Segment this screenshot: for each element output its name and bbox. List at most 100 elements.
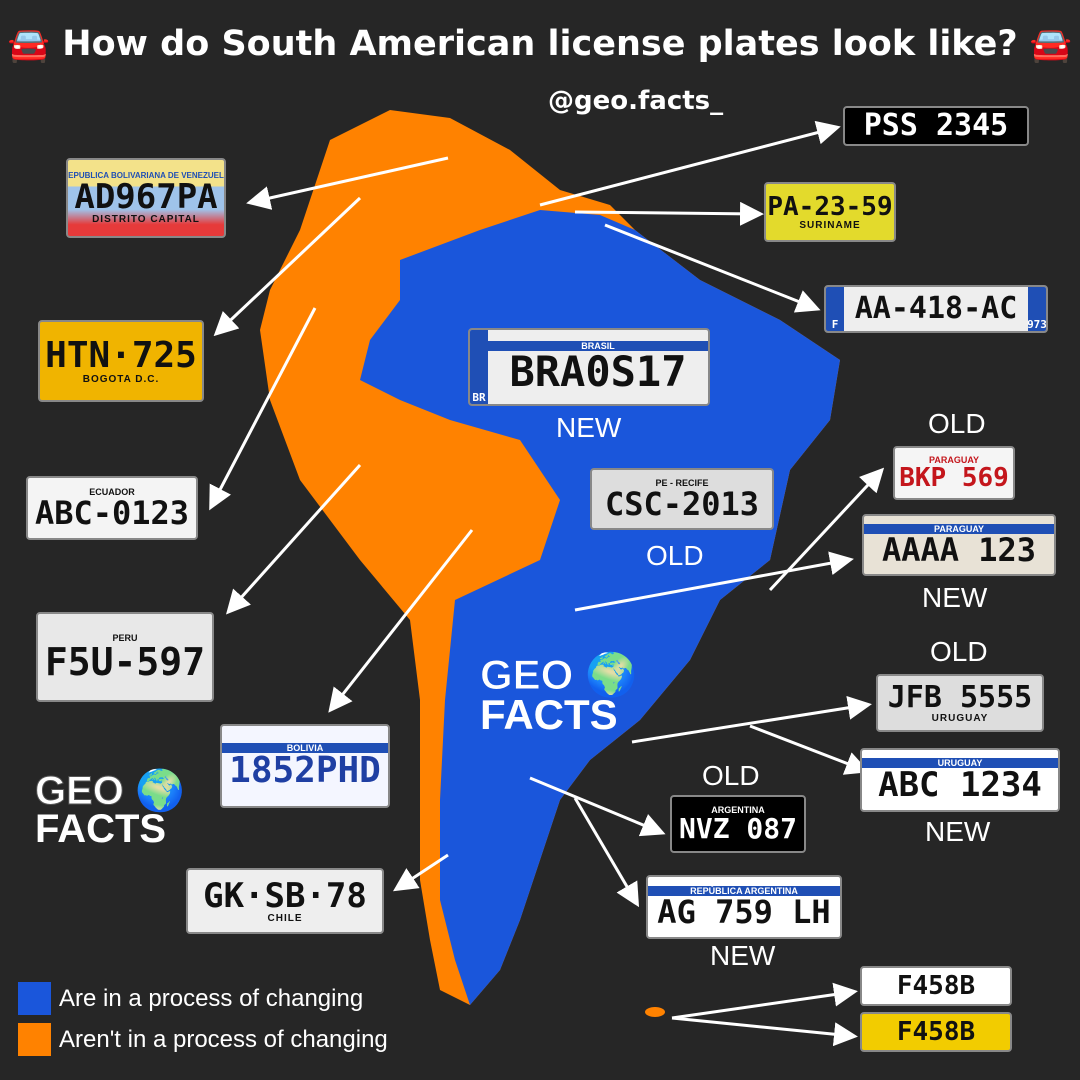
label-uruguay-new: NEW xyxy=(925,816,991,847)
blue-region xyxy=(360,210,840,1005)
plate-bolivia: BOLIVIA 1852PHD xyxy=(220,724,390,808)
plate-uruguay-old: JFB 5555 URUGUAY xyxy=(876,674,1044,732)
label-brazil-new: NEW xyxy=(556,412,622,443)
arrow xyxy=(574,201,764,226)
arrow xyxy=(225,463,362,615)
plate-top: PERU xyxy=(112,633,138,643)
plate-num: PA-23-59 xyxy=(767,191,893,222)
plate-top: BOLIVIA xyxy=(222,743,388,753)
plate-num: PSS 2345 xyxy=(863,108,1009,143)
arrow xyxy=(768,467,885,592)
plate-top: PARAGUAY xyxy=(864,524,1054,534)
legend-swatch xyxy=(18,982,51,1015)
plate-body: ARGENTINA NVZ 087 xyxy=(672,797,804,851)
plate-num: AAAA 123 xyxy=(881,531,1037,569)
plate-body: PERU F5U-597 xyxy=(38,614,212,700)
plate-body: REPUBLICA BOLIVARIANA DE VENEZUELA AD967P… xyxy=(68,160,224,236)
legend-item-not-changing: Aren't in a process of changing xyxy=(18,1023,388,1056)
plate-falklands-yellow: F458B xyxy=(860,1012,1012,1052)
plate-body: BRASIL BRA0S17 xyxy=(488,330,708,404)
falklands xyxy=(645,1007,665,1017)
plate-num: F458B xyxy=(896,1017,976,1047)
plate-body: PE - RECIFE CSC-2013 xyxy=(592,470,772,528)
arrow xyxy=(604,223,821,313)
plate-num: ABC-0123 xyxy=(34,494,190,532)
arrow xyxy=(671,982,858,1020)
arrow xyxy=(749,724,870,775)
plate-num: NVZ 087 xyxy=(678,812,797,845)
plate-right: 973 xyxy=(1027,287,1046,331)
plate-bot: BOGOTA D.C. xyxy=(82,373,160,385)
plate-guyana: PSS 2345 xyxy=(843,106,1029,146)
plate-num: HTN·725 xyxy=(45,334,197,376)
legend-item-changing: Are in a process of changing xyxy=(18,982,363,1015)
arrow xyxy=(631,695,872,744)
plate-body: F458B xyxy=(862,1014,1010,1050)
arrow xyxy=(328,529,474,713)
plate-body: JFB 5555 URUGUAY xyxy=(878,676,1042,730)
plate-body: PA-23-59 SURINAME xyxy=(766,184,894,240)
legend-label: Are in a process of changing xyxy=(59,984,364,1012)
plate-left: F xyxy=(826,287,844,331)
plate-bot: CHILE xyxy=(267,912,303,924)
plate-body: BOLIVIA 1852PHD xyxy=(222,726,388,806)
plate-ecuador: ECUADOR ABC-0123 xyxy=(26,476,198,540)
label-uruguay-old: OLD xyxy=(930,636,988,667)
plate-num: AD967PA xyxy=(74,177,218,217)
arrow xyxy=(573,797,640,908)
plate-body: AA-418-AC xyxy=(844,287,1028,331)
label-brazil-old: OLD xyxy=(646,540,704,571)
car-icon: 🚘 xyxy=(1029,25,1073,65)
plate-bot: DISTRITO CAPITAL xyxy=(92,214,200,225)
plate-num: F5U-597 xyxy=(44,640,206,684)
logo-line1: GEO xyxy=(35,769,125,813)
plate-venezuela: REPUBLICA BOLIVARIANA DE VENEZUELA AD967P… xyxy=(66,158,226,238)
label-argentina-new: NEW xyxy=(710,940,776,971)
plate-argentina-old: ARGENTINA NVZ 087 xyxy=(670,795,806,853)
plate-body: PSS 2345 xyxy=(845,108,1027,144)
plate-uruguay-new: URUGUAY ABC 1234 xyxy=(860,748,1060,812)
plate-num: 1852PHD xyxy=(229,750,381,791)
plate-num: GK·SB·78 xyxy=(203,875,367,916)
plate-body: PARAGUAY BKP 569 xyxy=(895,448,1013,498)
arrow xyxy=(213,196,362,337)
plate-top: REPÚBLICA ARGENTINA xyxy=(648,886,840,896)
arrow xyxy=(529,776,666,837)
logo-line1: GEO xyxy=(479,651,574,698)
plate-num: AA-418-AC xyxy=(854,291,1018,326)
plate-brazil-new: BR BRASIL BRA0S17 xyxy=(468,328,710,406)
arrow xyxy=(246,156,449,210)
plate-body: ECUADOR ABC-0123 xyxy=(28,478,196,538)
plate-num: F458B xyxy=(896,971,976,1001)
label-paraguay-new: NEW xyxy=(922,582,988,613)
plate-body: HTN·725 BOGOTA D.C. xyxy=(40,322,202,400)
plate-body: F458B xyxy=(862,968,1010,1004)
label-paraguay-old: OLD xyxy=(928,408,986,439)
arrow xyxy=(539,120,841,207)
plate-num: JFB 5555 xyxy=(887,679,1033,715)
plate-top: PE - RECIFE xyxy=(655,478,709,488)
car-icon: 🚘 xyxy=(7,25,51,65)
plate-left: BR xyxy=(470,330,488,404)
plate-num: ABC 1234 xyxy=(878,765,1042,805)
plate-falklands-white: F458B xyxy=(860,966,1012,1006)
plate-body: GK·SB·78 CHILE xyxy=(188,870,382,932)
arrow xyxy=(209,307,317,511)
plate-suriname: PA-23-59 SURINAME xyxy=(764,182,896,242)
plate-num: BRA0S17 xyxy=(509,347,687,396)
arrow xyxy=(574,551,854,612)
plate-top: URUGUAY xyxy=(862,758,1058,768)
plate-argentina-new: REPÚBLICA ARGENTINA AG 759 LH xyxy=(646,875,842,939)
arrow xyxy=(392,853,449,892)
plate-top: PARAGUAY xyxy=(928,455,979,465)
plate-paraguay-old: PARAGUAY BKP 569 xyxy=(893,446,1015,500)
plate-colombia: HTN·725 BOGOTA D.C. xyxy=(38,320,204,402)
title-text: How do South American license plates loo… xyxy=(62,24,1018,64)
plate-top: ARGENTINA xyxy=(711,805,765,815)
legend-label: Aren't in a process of changing xyxy=(59,1025,388,1053)
label-argentina-old: OLD xyxy=(702,760,760,791)
plate-body: URUGUAY ABC 1234 xyxy=(862,750,1058,810)
page-title: 🚘 How do South American license plates l… xyxy=(0,24,1080,65)
plate-top: BRASIL xyxy=(488,341,708,351)
plate-top: REPUBLICA BOLIVARIANA DE VENEZUELA xyxy=(66,171,226,180)
